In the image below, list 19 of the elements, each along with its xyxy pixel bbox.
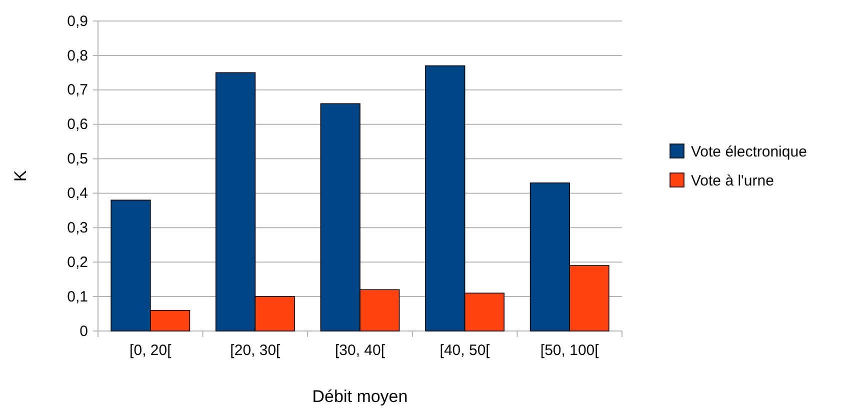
- y-tick-label: 0,9: [67, 12, 88, 30]
- y-tick-label: 0,7: [67, 82, 88, 99]
- y-tick-label: 0,2: [67, 254, 88, 271]
- x-tick-label: [40, 50[: [440, 342, 491, 359]
- y-axis-title: K: [11, 170, 30, 182]
- y-tick-label: 0,4: [67, 185, 88, 202]
- legend-label: Vote à l'urne: [691, 172, 774, 190]
- x-tick-label: [50, 100[: [540, 342, 600, 359]
- y-tick-label: 0,3: [67, 219, 88, 236]
- legend-label: Vote électronique: [691, 144, 807, 160]
- y-tick-label: 0,8: [67, 47, 88, 64]
- x-tick-label: [20, 30[: [230, 342, 282, 359]
- x-tick-label: [30, 40[: [334, 342, 386, 359]
- y-tick-label: 0,5: [67, 150, 88, 168]
- x-axis-title: Débit moyen: [312, 387, 408, 406]
- x-tick-label: [0, 20[: [130, 342, 172, 359]
- y-tick-label: 0,1: [67, 288, 88, 306]
- y-tick-label: 0,6: [67, 116, 88, 134]
- y-tick-label: 0: [80, 322, 88, 340]
